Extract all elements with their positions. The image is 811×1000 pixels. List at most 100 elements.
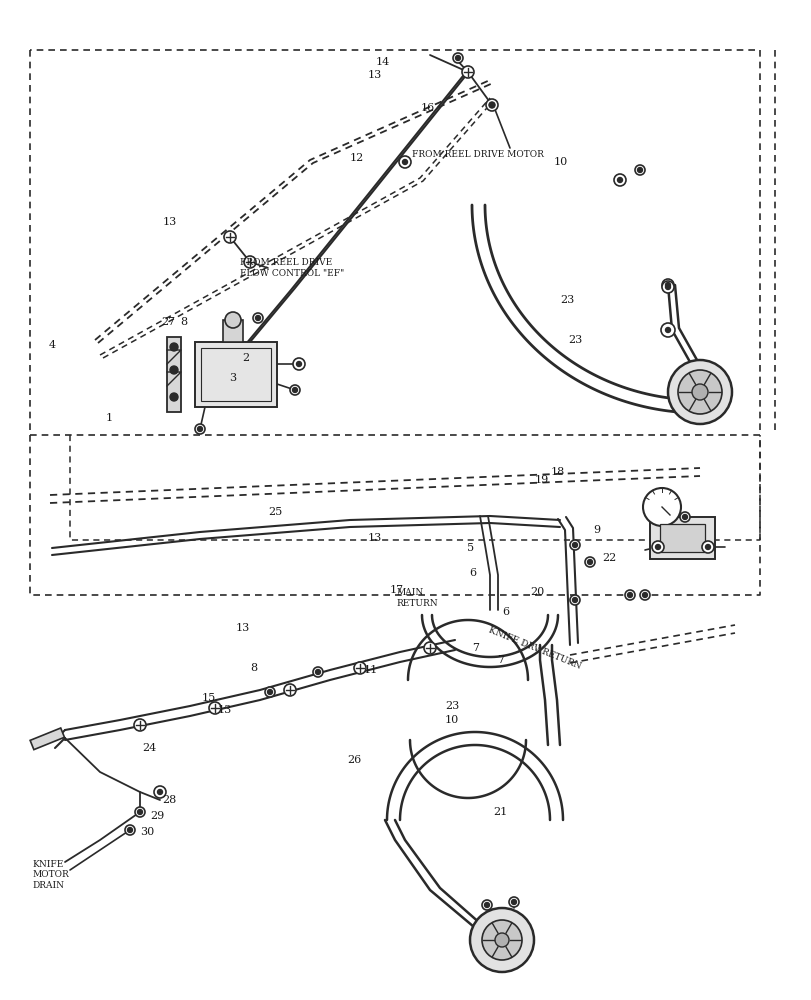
Circle shape [572, 597, 577, 602]
Circle shape [292, 387, 297, 392]
Text: 10: 10 [553, 157, 568, 167]
Text: 13: 13 [367, 533, 382, 543]
Circle shape [243, 256, 255, 268]
Circle shape [691, 384, 707, 400]
Circle shape [290, 385, 299, 395]
Circle shape [453, 53, 462, 63]
Text: 15: 15 [201, 693, 216, 703]
Text: KNIFE
MOTOR
DRAIN: KNIFE MOTOR DRAIN [32, 860, 69, 890]
Circle shape [423, 642, 436, 654]
Circle shape [511, 899, 516, 904]
Circle shape [293, 358, 305, 370]
Circle shape [624, 590, 634, 600]
Text: 29: 29 [150, 811, 165, 821]
Circle shape [665, 282, 670, 288]
Circle shape [702, 541, 713, 553]
Text: 6: 6 [501, 607, 508, 617]
Circle shape [154, 786, 165, 798]
Text: 14: 14 [375, 57, 389, 67]
Text: MAIN
RETURN: MAIN RETURN [396, 588, 437, 608]
Circle shape [135, 807, 145, 817]
Text: 13: 13 [367, 70, 382, 80]
Circle shape [296, 361, 301, 366]
Text: KNIFE DRV RETURN: KNIFE DRV RETURN [487, 625, 581, 671]
Circle shape [169, 393, 178, 401]
Circle shape [137, 809, 142, 814]
Text: 3: 3 [229, 373, 236, 383]
Circle shape [569, 595, 579, 605]
Text: 11: 11 [363, 665, 378, 675]
Text: 7: 7 [496, 655, 504, 665]
Text: FROM REEL DRIVE
FLOW CONTROL "EF": FROM REEL DRIVE FLOW CONTROL "EF" [239, 258, 343, 278]
Circle shape [461, 66, 474, 78]
Text: 6: 6 [469, 568, 476, 578]
Circle shape [637, 168, 642, 173]
Circle shape [484, 902, 489, 907]
Circle shape [642, 488, 680, 526]
Circle shape [627, 592, 632, 597]
Circle shape [682, 514, 687, 520]
Bar [659, 524, 704, 552]
Text: 23: 23 [444, 701, 459, 711]
Circle shape [613, 174, 625, 186]
Text: 13: 13 [162, 217, 177, 227]
Text: 21: 21 [493, 807, 508, 817]
Circle shape [354, 662, 366, 674]
Circle shape [488, 102, 495, 108]
Circle shape [679, 512, 689, 522]
Circle shape [639, 590, 649, 600]
Text: 2: 2 [242, 353, 249, 363]
Circle shape [284, 684, 296, 696]
Bar [223, 320, 242, 342]
Circle shape [677, 370, 721, 414]
Text: 25: 25 [268, 507, 282, 517]
Circle shape [315, 670, 320, 674]
Circle shape [134, 719, 146, 731]
Circle shape [169, 366, 178, 374]
Circle shape [642, 592, 646, 597]
Circle shape [225, 312, 241, 328]
Text: 19: 19 [534, 475, 548, 485]
Text: 5: 5 [466, 543, 474, 553]
Bar [195, 342, 277, 407]
Circle shape [208, 702, 221, 714]
Text: 7: 7 [472, 643, 479, 653]
Circle shape [634, 165, 644, 175]
Circle shape [654, 544, 659, 550]
Circle shape [125, 825, 135, 835]
Circle shape [660, 323, 674, 337]
Text: 16: 16 [420, 103, 435, 113]
Circle shape [665, 328, 670, 332]
Text: 13: 13 [217, 705, 232, 715]
Text: 23: 23 [560, 295, 574, 305]
Text: 23: 23 [568, 335, 582, 345]
Circle shape [486, 99, 497, 111]
Bar [30, 728, 64, 750]
Text: 12: 12 [349, 153, 363, 163]
Text: 20: 20 [530, 587, 544, 597]
Circle shape [572, 542, 577, 548]
Circle shape [665, 284, 670, 290]
Circle shape [455, 56, 460, 61]
Circle shape [127, 827, 132, 832]
Bar [201, 348, 271, 401]
Text: 30: 30 [139, 827, 154, 837]
Circle shape [651, 541, 663, 553]
Circle shape [667, 360, 731, 424]
Text: 9: 9 [592, 525, 599, 535]
Text: 27: 27 [161, 317, 174, 327]
Text: 28: 28 [162, 795, 177, 805]
Bar [167, 337, 181, 412]
Circle shape [267, 690, 272, 694]
Circle shape [312, 667, 323, 677]
Circle shape [264, 687, 275, 697]
Circle shape [470, 908, 534, 972]
Text: 17: 17 [389, 585, 403, 595]
Circle shape [157, 789, 162, 794]
Circle shape [508, 897, 518, 907]
Circle shape [197, 426, 202, 432]
Text: 8: 8 [180, 317, 187, 327]
Text: 22: 22 [602, 553, 616, 563]
Circle shape [616, 178, 622, 183]
Text: 26: 26 [347, 755, 362, 765]
